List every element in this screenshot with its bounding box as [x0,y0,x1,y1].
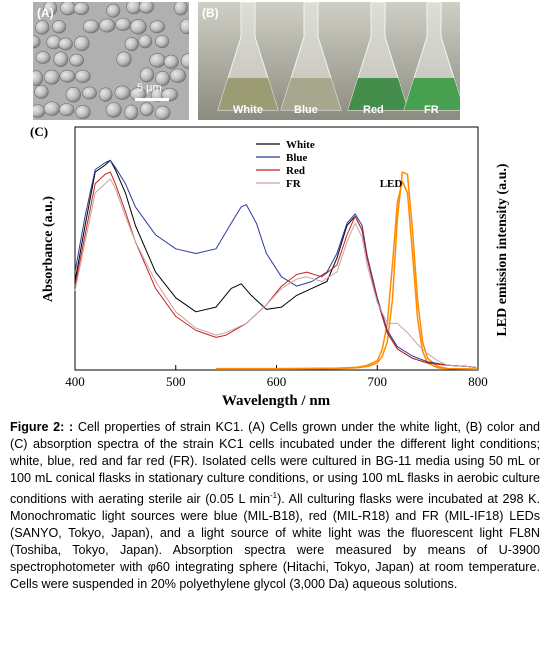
cell [69,53,84,67]
cell [33,35,41,49]
cell [43,2,58,16]
flask-culture [348,78,408,110]
cell [82,86,97,100]
cell [169,68,187,83]
micrograph-image [33,2,189,120]
cell [106,3,121,18]
cell [114,85,131,100]
x-tick-label: 800 [468,374,488,389]
cell [59,2,76,16]
cell [161,87,178,102]
figure-label: Figure 2: [10,420,65,434]
figure-caption: Figure 2: : Cell properties of strain KC… [10,419,540,593]
cell [139,67,155,83]
cell [59,69,76,83]
colon-mark: : [69,420,74,434]
panel-c-label: (C) [30,124,48,139]
caption-text: Cell properties of strain KC1. (A) Cells… [10,420,541,507]
cell [99,18,116,33]
led-emission-line-2 [216,180,479,370]
cell [155,70,170,87]
cell [43,69,60,85]
series-line-fr [74,178,479,369]
cell [115,17,132,31]
series-line-red [74,171,479,369]
y-axis-label-left: Absorbance (a.u.) [41,196,56,303]
cell [35,20,50,35]
panel-a-label: (A) [37,6,54,20]
cell [116,51,132,67]
cell [82,19,100,34]
cell [180,53,189,69]
legend-label: Blue [286,152,308,164]
cell [98,87,113,102]
legend-label: White [286,139,315,151]
cell [130,19,147,35]
micrograph-panel: (A) 5 μm [33,2,189,120]
cell [53,51,69,67]
flask-photo [198,2,460,120]
legend-label: Red [286,165,305,177]
cell [149,20,165,34]
cell [124,37,139,52]
series-line-white [74,159,479,369]
cell [126,2,142,15]
cell [149,52,166,68]
cell [124,104,139,120]
cell [75,105,91,120]
cell [73,2,90,16]
cell [163,54,179,69]
scale-bar [135,98,169,101]
scale-bar-label: 5 μm [137,82,162,94]
cell [52,20,67,34]
cell [75,69,91,83]
cell [179,18,189,35]
cell [33,104,46,118]
flask-label-fr: FR [424,104,439,116]
x-axis-label: Wavelength / nm [222,393,331,409]
cell [43,101,61,116]
flask-culture [218,78,278,110]
cell [33,70,44,86]
panel-b-label: (B) [202,6,219,20]
cell [105,102,122,118]
series-line-blue [74,159,479,369]
legend-label: FR [286,178,302,190]
flask-label-blue: Blue [294,104,318,116]
flask-label-red: Red [363,104,384,116]
cell [173,2,188,16]
caption-text-2: ). All culturing flasks were incubated a… [10,492,541,592]
flask-culture [281,78,341,110]
cell [65,87,81,103]
flask-photo-panel: (B) White Blue Red FR [198,2,460,120]
flask-culture [404,78,460,110]
plot-frame [74,126,479,371]
cell [139,102,154,117]
cell [155,34,170,49]
led-label: LED [380,178,403,190]
cell [34,84,49,99]
cell [58,37,73,51]
cell [35,51,51,64]
cell [73,35,90,52]
x-tick-label: 700 [368,374,388,389]
caption-superscript: -1 [269,491,278,500]
y-axis-label-right: LED emission intensity (a.u.) [495,163,510,336]
cell [138,34,153,49]
led-emission-line-1 [216,171,479,370]
cell [138,2,154,14]
x-tick-label: 400 [65,374,85,389]
x-tick-label: 500 [166,374,186,389]
x-tick-label: 600 [267,374,287,389]
cell [155,105,171,120]
cell [59,103,75,117]
flask-label-white: White [233,104,263,116]
